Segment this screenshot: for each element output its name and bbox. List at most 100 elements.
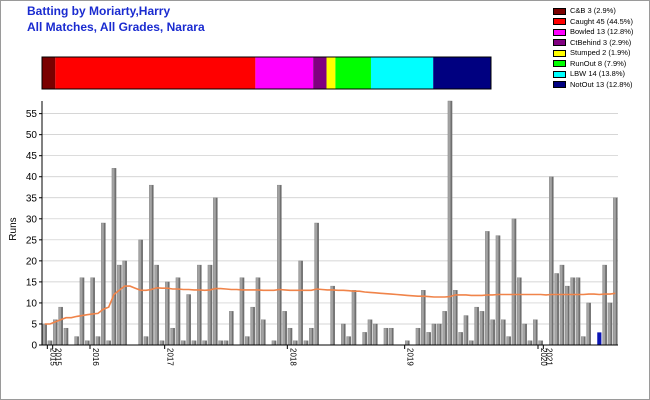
bar-shade	[503, 319, 506, 345]
bar-shade	[589, 302, 591, 345]
x-tick-labels: 2015201520162017201820192020202120222023…	[46, 345, 553, 366]
x-tick-label: 2015	[54, 348, 63, 366]
bar-shade	[279, 185, 282, 345]
y-tick-label: 35	[26, 193, 38, 204]
bar-shade	[226, 340, 229, 345]
y-tick-label: 30	[26, 214, 38, 225]
y-tick-label: 0	[31, 341, 37, 352]
x-tick-label: 2017	[166, 348, 175, 366]
bar-shade	[450, 101, 453, 345]
bar-shade	[498, 235, 501, 345]
legend-swatch	[553, 28, 566, 36]
stack-outline	[41, 56, 492, 90]
x-tick-label: 2021	[544, 348, 553, 366]
bar-shade	[61, 307, 63, 345]
stack-segment-notout	[433, 57, 491, 89]
stack-segment-bowled	[255, 57, 314, 89]
legend-item-notout: NotOut 13 (12.8%)	[553, 80, 633, 91]
axes	[41, 101, 618, 346]
legend-item-caught: Caught 45 (44.5%)	[553, 17, 633, 28]
runs-bars	[42, 100, 618, 346]
bar-shade	[45, 323, 47, 345]
bar-shade	[567, 286, 570, 345]
bar-shade	[386, 328, 389, 345]
bar-shade	[349, 336, 351, 345]
bar-shade	[605, 265, 607, 345]
legend-label: CtBehind 3 (2.9%)	[570, 37, 632, 47]
bar-shade	[263, 319, 266, 345]
bar-shade	[109, 340, 111, 345]
legend-swatch	[553, 7, 566, 15]
bar-shade	[253, 307, 255, 345]
bar-shade	[418, 328, 421, 345]
bar-shade	[466, 315, 469, 345]
bar-shade	[487, 231, 490, 345]
bar-shade	[583, 336, 586, 345]
bar-shade	[114, 168, 117, 345]
y-tick-label: 5	[31, 319, 37, 330]
legend-swatch	[553, 39, 566, 47]
stack-segment-runout	[335, 57, 371, 89]
bar-shade	[423, 290, 426, 345]
bar-shade	[173, 328, 175, 345]
bar-shade	[610, 302, 613, 345]
x-tick-label: 2018	[288, 348, 297, 366]
x-tick-label: 2019	[406, 348, 415, 366]
chart-title: Batting by Moriarty,Harry	[27, 4, 171, 18]
bar-shade	[391, 328, 394, 345]
bar-shade	[178, 277, 181, 345]
y-tick-label: 40	[26, 172, 38, 183]
legend-item-lbw: LBW 14 (13.8%)	[553, 69, 633, 80]
bar-shade	[50, 340, 53, 345]
y-tick-label: 15	[26, 277, 38, 288]
bar-shade	[306, 340, 309, 345]
stack-segment-caught	[55, 57, 256, 89]
bar-shade	[157, 265, 159, 345]
bar-shade	[141, 239, 143, 345]
y-tick-label: 10	[26, 298, 38, 309]
bar-shade	[482, 311, 485, 345]
y-tick-label: 20	[26, 256, 38, 267]
legend-label: Caught 45 (44.5%)	[570, 16, 633, 26]
bar-shade	[183, 340, 186, 345]
legend-label: NotOut 13 (12.8%)	[570, 79, 633, 89]
bar-shade	[551, 176, 554, 345]
legend-label: C&B 3 (2.9%)	[570, 6, 616, 16]
bar-shade	[125, 260, 127, 345]
legend-swatch	[553, 81, 566, 89]
bar-shade	[311, 328, 314, 345]
bar-shade	[471, 340, 474, 345]
legend-swatch	[553, 18, 566, 26]
bar-shade	[519, 277, 522, 345]
bar-shade	[258, 277, 261, 345]
bar-shade	[434, 323, 437, 345]
bar-shade	[541, 340, 543, 345]
bar-shade	[370, 319, 373, 345]
legend-item-ctbehind: CtBehind 3 (2.9%)	[553, 38, 633, 49]
bar-shade	[242, 277, 245, 345]
bar-shade	[407, 340, 410, 345]
bar-shade	[247, 336, 250, 345]
bar-shade	[317, 223, 319, 345]
bar-shade	[93, 277, 95, 345]
bar-shade	[343, 323, 346, 345]
bar-shade	[167, 281, 170, 345]
legend-label: RunOut 8 (7.9%)	[570, 58, 627, 68]
bar-shade	[573, 277, 575, 345]
bar-shade	[199, 265, 202, 345]
y-tick-label: 55	[26, 109, 38, 120]
bar-shade	[189, 294, 191, 345]
bar-shade	[445, 311, 447, 345]
legend-label: Bowled 13 (12.8%)	[570, 27, 634, 37]
y-tick-label: 25	[26, 235, 38, 246]
bar-shade	[162, 340, 165, 345]
y-axis-label: Runs	[8, 217, 19, 240]
legend-item-bowled: Bowled 13 (12.8%)	[553, 27, 633, 38]
bar-shade	[98, 336, 101, 345]
bar-shade	[461, 332, 463, 345]
stack-segment-lbw	[370, 57, 434, 89]
bar-shade	[509, 336, 511, 345]
bar-shade	[455, 290, 458, 345]
bar-shade	[562, 265, 565, 345]
